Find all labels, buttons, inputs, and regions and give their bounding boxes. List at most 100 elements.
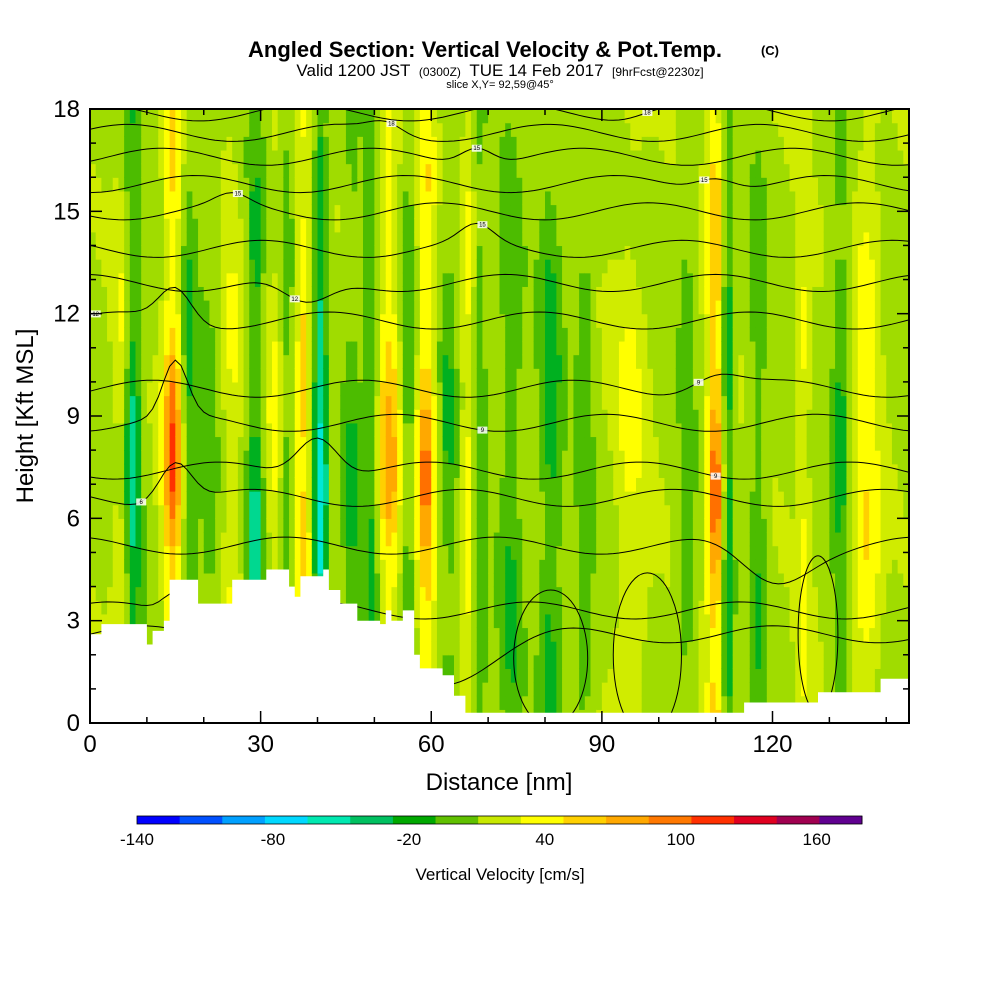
field-cell <box>459 218 466 233</box>
field-cell <box>482 641 489 656</box>
field-cell <box>249 109 256 124</box>
field-cell <box>493 668 501 683</box>
field-cell <box>175 436 182 451</box>
field-cell <box>294 286 302 301</box>
field-cell <box>596 395 603 410</box>
field-cell <box>363 504 370 519</box>
field-cell <box>135 436 142 451</box>
field-cell <box>209 122 216 137</box>
field-cell <box>425 463 432 478</box>
field-cell <box>499 613 506 629</box>
chart-subtitle: Valid 1200 JST (0300Z) TUE 14 Feb 2017 [… <box>296 61 703 80</box>
field-cell <box>658 668 666 683</box>
field-cell <box>249 368 256 383</box>
field-cell <box>584 231 592 247</box>
field-cell <box>493 695 501 710</box>
field-cell <box>112 436 120 451</box>
field-cell <box>351 163 358 178</box>
field-cell <box>112 313 120 328</box>
field-cell <box>562 654 569 670</box>
field-cell <box>163 572 171 588</box>
field-cell <box>556 463 563 478</box>
field-cell <box>687 586 694 601</box>
field-cell <box>289 109 296 124</box>
field-cell <box>715 245 722 260</box>
field-cell <box>567 177 575 192</box>
field-cell <box>590 381 597 397</box>
field-cell <box>471 109 478 124</box>
field-cell <box>419 204 427 219</box>
field-cell <box>516 463 523 478</box>
field-cell <box>175 340 182 356</box>
field-cell <box>454 286 461 301</box>
field-cell <box>397 136 404 151</box>
field-cell <box>186 286 193 301</box>
field-cell <box>323 491 330 506</box>
field-cell <box>681 422 688 438</box>
field-cell <box>567 368 575 383</box>
field-cell <box>198 231 205 247</box>
field-cell <box>112 259 120 274</box>
field-cell <box>488 313 495 328</box>
field-cell <box>118 109 125 124</box>
field-cell <box>601 149 609 165</box>
field-cell <box>152 381 159 397</box>
field-cell <box>459 586 466 601</box>
field-cell <box>340 491 347 506</box>
field-cell <box>146 627 154 642</box>
field-cell <box>266 504 273 519</box>
field-cell <box>436 572 444 588</box>
field-cell <box>670 286 677 301</box>
field-cell <box>169 272 176 287</box>
field-cell <box>601 163 609 178</box>
field-cell <box>249 259 256 274</box>
field-cell <box>215 340 222 356</box>
field-cell <box>454 477 461 492</box>
field-cell <box>186 395 193 410</box>
field-cell <box>118 327 125 342</box>
field-cell <box>448 177 455 192</box>
field-cell <box>664 272 671 287</box>
field-cell <box>601 504 609 519</box>
field-cell <box>425 122 432 137</box>
field-cell <box>425 231 432 247</box>
field-cell <box>454 272 461 287</box>
field-cell <box>630 177 637 192</box>
field-cell <box>380 504 387 519</box>
field-cell <box>351 504 358 519</box>
field-cell <box>198 572 205 588</box>
field-cell <box>584 504 592 519</box>
field-cell <box>192 491 199 506</box>
field-cell <box>533 572 540 588</box>
field-cell <box>607 668 614 683</box>
field-cell <box>545 231 552 247</box>
field-cell <box>408 204 415 219</box>
field-cell <box>374 559 381 574</box>
field-cell <box>641 518 648 533</box>
field-cell <box>101 354 108 369</box>
field-cell <box>630 668 637 683</box>
field-cell <box>306 163 313 178</box>
field-cell <box>112 204 120 219</box>
field-cell <box>425 259 432 274</box>
field-cell <box>618 600 626 615</box>
field-cell <box>431 300 438 315</box>
field-cell <box>653 450 660 465</box>
field-cell <box>436 600 444 615</box>
field-cell <box>596 491 603 506</box>
field-cell <box>368 354 375 369</box>
field-cell <box>505 641 512 656</box>
field-cell <box>579 531 586 547</box>
field-cell <box>533 641 540 656</box>
field-cell <box>510 327 518 342</box>
field-cell <box>215 313 222 328</box>
field-cell <box>101 272 108 287</box>
field-cell <box>704 231 711 247</box>
field-cell <box>323 463 330 478</box>
field-cell <box>653 381 660 397</box>
field-cell <box>715 545 722 560</box>
field-cell <box>220 463 228 478</box>
field-cell <box>510 491 518 506</box>
field-cell <box>550 491 557 506</box>
field-cell <box>141 327 148 342</box>
